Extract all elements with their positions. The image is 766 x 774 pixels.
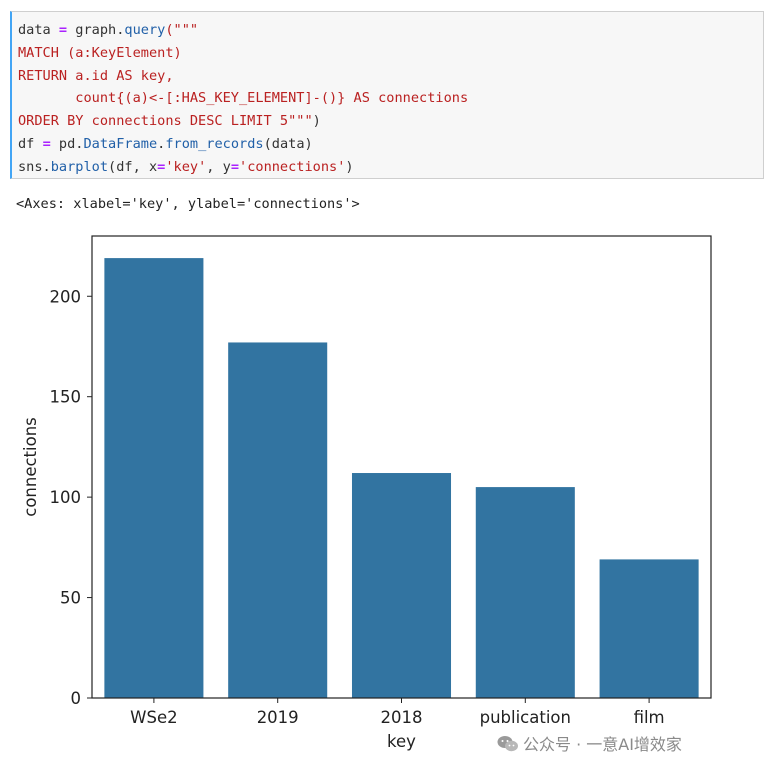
code-token: MATCH (a:KeyElement) [18, 44, 182, 61]
code-line: sns.barplot(df, x='key', y='connections'… [18, 156, 468, 179]
code-token: = [230, 158, 240, 175]
watermark-text: 公众号 · 一意AI增效家 [523, 735, 682, 754]
x-tick-label: film [634, 708, 665, 727]
code-token: sns. [18, 158, 51, 175]
y-axis-label: connections [21, 417, 40, 517]
code-token: data [18, 22, 59, 38]
cell-output-text: <Axes: xlabel='key', ylabel='connections… [16, 196, 360, 212]
code-token: query [124, 22, 166, 38]
x-tick-label: publication [480, 708, 571, 727]
code-line: MATCH (a:KeyElement) [18, 42, 468, 65]
code-line: data = graph.query(""" [18, 19, 468, 42]
code-token: count{(a)<-[:HAS_KEY_ELEMENT]-()} AS con… [18, 90, 469, 107]
code-token: (""" [165, 22, 199, 38]
code-token: 'connections' [239, 158, 346, 175]
code-token: 'key' [165, 158, 207, 175]
x-tick-label: 2018 [381, 708, 423, 727]
bar-chart: WSe2 2019 2018 publication film 0 50 100 150 200 k… [21, 235, 712, 751]
code-token: RETURN a.id AS key, [18, 67, 174, 84]
bar [475, 487, 575, 698]
code-token: , y [206, 158, 231, 175]
watermark: 公众号 · 一意AI增效家 [497, 731, 682, 757]
y-tick-label: 100 [50, 488, 82, 507]
code-token: (data) [263, 135, 313, 152]
code-cell[interactable]: data = graph.query(""" MATCH (a:KeyElemen… [10, 11, 764, 179]
code-token: from_records [165, 135, 264, 152]
code-token: graph. [67, 22, 125, 38]
x-axis-label: key [387, 732, 416, 751]
bar [599, 559, 699, 698]
code-token: barplot [50, 158, 109, 175]
code-token: ) [312, 113, 321, 130]
y-tick-label: 200 [50, 287, 82, 306]
code-token: = [58, 22, 68, 38]
code-token: DataFrame [83, 135, 158, 152]
code-token: pd. [50, 135, 84, 152]
x-tick-label: 2019 [257, 708, 299, 727]
code-line: ORDER BY connections DESC LIMIT 5""") [18, 110, 468, 133]
y-tick-label: 150 [50, 388, 82, 407]
y-tick-label: 0 [71, 689, 82, 708]
bar [351, 473, 452, 698]
code-token: = [42, 135, 51, 152]
code-line: RETURN a.id AS key, [18, 65, 468, 88]
code-line: df = pd.DataFrame.from_records(data) [18, 133, 468, 156]
code-token: ORDER BY connections DESC LIMIT 5""" [18, 113, 313, 130]
code-token: df [18, 135, 43, 152]
plot-frame [91, 235, 712, 699]
code-editor[interactable]: data = graph.query(""" MATCH (a:KeyElemen… [18, 19, 468, 179]
x-tick-label: WSe2 [130, 708, 177, 727]
wechat-icon [497, 735, 519, 757]
bar [228, 342, 328, 698]
y-tick-label: 50 [60, 589, 81, 608]
bar [104, 258, 204, 698]
code-token: . [157, 135, 166, 152]
code-token: (df, x [108, 158, 158, 175]
code-token: = [157, 158, 166, 175]
code-token: ) [345, 158, 354, 175]
code-line: count{(a)<-[:HAS_KEY_ELEMENT]-()} AS con… [18, 87, 468, 110]
